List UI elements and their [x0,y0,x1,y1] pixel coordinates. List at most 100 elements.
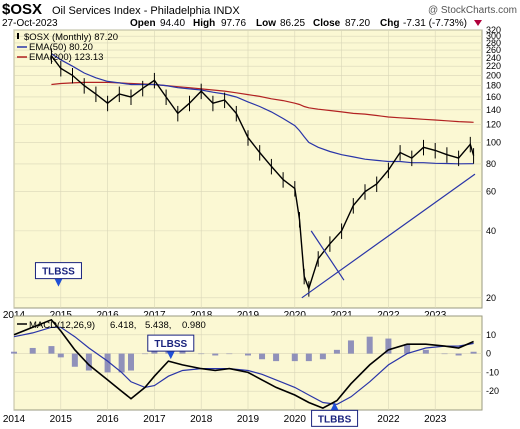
macd-x-axis: 2014201520162017201820192020202120222023 [3,414,447,425]
annotation-label: TLBSS [154,339,187,350]
histogram-bar [48,346,55,354]
macd-line [13,318,474,409]
annotation-pointer [166,351,175,360]
index-name: Oil Services Index - Philadelphia INDX [52,5,240,17]
ema50-line [51,53,474,165]
price-y-tick: 100 [486,137,501,147]
price-y-tick: 40 [486,226,496,236]
price-y-tick: 260 [486,45,501,55]
histogram-bar [104,353,111,373]
low-value: 86.25 [280,18,305,29]
price-y-tick: 300 [486,31,501,41]
trendline [301,173,476,299]
price-y-tick: 200 [486,70,501,80]
histogram-bar [85,353,92,371]
histogram-bar [71,353,78,367]
histogram-bar [212,353,219,356]
high-label: High [193,18,215,29]
price-y-tick: 160 [486,92,501,102]
price-legend: $OSX (Monthly) 87.20 EMA(50) 80.20 EMA(2… [17,32,118,63]
macd-x-tick: 2019 [237,414,260,425]
histogram-bar [198,353,205,355]
price-y-tick: 60 [486,187,496,197]
macd-x-tick: 2018 [190,414,213,425]
histogram-bar [291,353,298,362]
price-marks [50,48,476,299]
macd-x-tick: 2016 [96,414,119,425]
macd-y-tick: -10 [486,367,499,377]
price-y-tick: 180 [486,81,501,91]
low-label: Low [256,18,276,29]
legend-ema200: EMA(200) 123.13 [29,52,103,63]
price-y-tick: 20 [486,293,496,303]
histogram-bar [422,349,429,354]
macd-x-tick: 2015 [50,414,73,425]
histogram-bar [470,351,477,354]
macd-x-tick: 2023 [424,414,447,425]
histogram-bar [366,336,373,354]
close-label: Close [313,18,341,29]
legend-signal-value: 5.438, [145,320,171,331]
price-y-tick: 320 [486,25,501,35]
annotation-pointer [330,402,339,411]
macd-marks [11,318,477,409]
histogram-bar [245,353,251,356]
histogram-bar [347,340,354,354]
copyright: @ StockCharts.com [428,5,517,16]
histogram-bar [404,344,411,354]
macd-x-tick: 2022 [377,414,400,425]
legend-hist-value: 0.980 [182,320,206,331]
histogram-bar [57,353,64,358]
close-value: 87.20 [345,18,370,29]
price-y-tick: 280 [486,38,501,48]
annotations: TLBSS TLBSS TLBBS [34,262,359,427]
annotation-label: TLBBS [318,414,352,425]
trendline [310,230,345,281]
annotation-box [311,409,359,427]
histogram-bar [455,353,462,356]
histogram-bar [128,353,134,371]
macd-y-axis: -20 -10 0 10 [486,330,499,396]
price-line [50,55,475,291]
histogram-bar [29,347,36,354]
annotation-box [34,262,82,280]
histogram-bar [11,351,17,354]
price-y-tick: 120 [486,120,501,130]
histogram-bar [333,349,340,354]
down-triangle-icon [474,20,482,26]
macd-y-tick: 10 [486,330,496,340]
legend-price-swatch [17,33,19,39]
macd-legend: MACD (12,26,9) 6.418, 5.438, 0.980 [17,320,206,331]
quote-date: 27-Oct-2023 [2,18,58,29]
price-y-tick: 140 [486,105,501,115]
histogram-bar [142,353,149,355]
macd-y-tick: 0 [486,349,491,359]
legend-macd-value: 6.418, [110,320,136,331]
price-y-tick: 240 [486,53,501,63]
price-y-axis: 20 40 60 80 100 120 140 16018020022024026028030… [486,25,501,303]
open-label: Open [130,18,156,29]
price-y-tick: 80 [486,159,496,169]
annotation-pointer [54,278,63,287]
legend-macd-name: MACD [29,320,57,331]
high-value: 97.76 [221,18,246,29]
ticker-title: $OSX [2,1,42,18]
legend-macd-params: (12,26,9) [57,320,95,331]
histogram-bar [319,353,326,360]
histogram-bar [441,353,448,355]
legend-ema50: EMA(50) 80.20 [29,42,93,53]
price-y-tick: 220 [486,61,501,71]
price-grid [13,29,482,308]
chg-label: Chg [380,18,399,29]
macd-x-tick: 2017 [143,414,166,425]
macd-y-tick: -20 [486,386,499,396]
histogram-bar [305,353,312,362]
histogram-bar [385,338,392,354]
chg-value: -7.31 (-7.73%) [403,18,467,29]
macd-x-tick: 2014 [3,414,26,425]
histogram-bar [273,353,280,362]
annotation-label: TLBSS [42,267,75,278]
histogram-bar [118,353,125,373]
